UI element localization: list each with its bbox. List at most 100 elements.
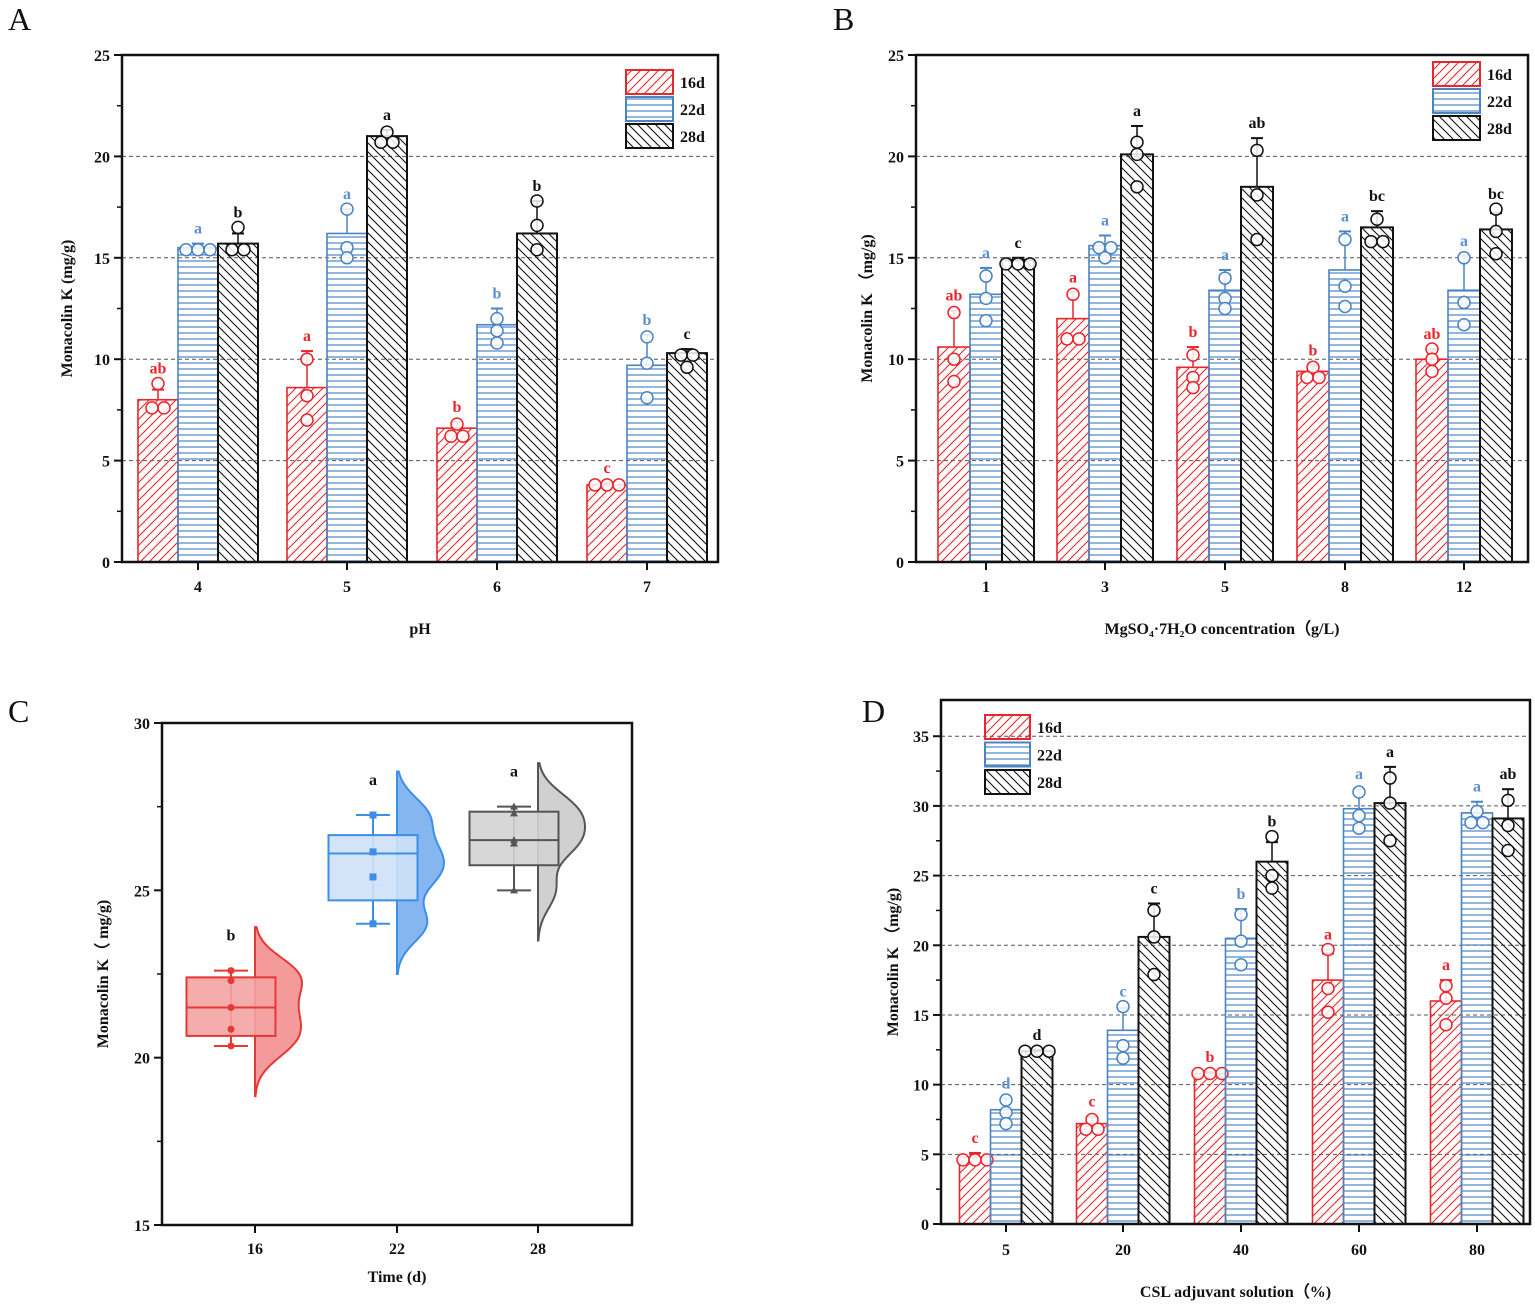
- significance-letter: b: [533, 178, 542, 195]
- bar: [1208, 289, 1242, 563]
- legend-swatch: [625, 69, 674, 95]
- data-point: [674, 348, 688, 362]
- significance-letter: ab: [1424, 326, 1441, 343]
- data-point: [1439, 991, 1453, 1005]
- data-point: [999, 1105, 1013, 1120]
- data-point: [1352, 808, 1366, 823]
- bar: [1342, 807, 1376, 1225]
- significance-letter: a: [1069, 269, 1077, 286]
- data-point: [227, 977, 235, 985]
- bar: [1447, 289, 1481, 563]
- data-point: [225, 242, 239, 257]
- data-point: [979, 291, 993, 306]
- data-point: [1338, 279, 1352, 293]
- significance-letter: ab: [1249, 115, 1266, 132]
- legend-swatch: [984, 769, 1031, 795]
- data-point: [157, 401, 171, 415]
- data-point: [227, 1003, 235, 1011]
- x-axis-title: pH: [409, 621, 431, 638]
- data-point: [640, 356, 654, 371]
- plot-frame: [939, 698, 1532, 1226]
- bar: [436, 427, 478, 563]
- bar: [177, 246, 219, 563]
- significance-letter: a: [510, 764, 518, 781]
- significance-letter: b: [227, 928, 236, 945]
- y-tick-label: 10: [913, 1078, 929, 1095]
- data-point: [340, 251, 354, 265]
- data-point: [1116, 999, 1130, 1014]
- bar: [1415, 358, 1449, 563]
- legend-label: 16d: [1487, 67, 1512, 84]
- legend-label: 16d: [680, 75, 705, 92]
- data-point: [1060, 332, 1074, 346]
- data-point: [369, 920, 377, 928]
- data-point: [1098, 251, 1112, 265]
- data-point: [947, 352, 961, 366]
- series-22d: d c b a a 22d: [984, 741, 1494, 1225]
- data-point: [1321, 1005, 1335, 1019]
- data-point: [1250, 188, 1264, 202]
- data-point: [1085, 1112, 1099, 1127]
- significance-letter: a: [982, 245, 990, 262]
- data-point: [640, 390, 654, 405]
- significance-letter: a: [1442, 957, 1450, 974]
- data-point: [1501, 818, 1515, 833]
- legend-swatch: [1432, 61, 1481, 87]
- y-tick-label: 5: [102, 454, 110, 471]
- panel-c: C 15 20 25 30 16 22 28 Time (d) Monacolin K（ mg/g…: [8, 693, 634, 1286]
- data-point: [380, 125, 394, 139]
- y-tick-label: 0: [896, 555, 904, 572]
- data-point: [1457, 251, 1471, 265]
- data-point: [1265, 829, 1279, 844]
- x-tick-label: 12: [1456, 579, 1472, 596]
- data-point: [612, 478, 626, 492]
- significance-letter: a: [1133, 103, 1141, 120]
- data-point: [490, 311, 504, 326]
- data-point: [1376, 234, 1390, 249]
- y-tick-label: 25: [134, 883, 150, 900]
- data-point: [510, 802, 518, 810]
- data-point: [1338, 232, 1352, 247]
- significance-letter: c: [1014, 235, 1021, 252]
- data-point: [227, 1042, 235, 1050]
- significance-letter: a: [1473, 779, 1481, 796]
- bar: [1056, 317, 1090, 563]
- data-point: [1147, 967, 1161, 982]
- data-point: [340, 202, 354, 216]
- plot-frame: [160, 721, 634, 1227]
- y-tick-label: 30: [913, 799, 929, 816]
- bar: [1176, 366, 1210, 563]
- significance-letter: b: [234, 204, 243, 221]
- legend-label: 22d: [1037, 748, 1062, 765]
- data-point: [237, 242, 251, 257]
- x-tick-label: 28: [530, 1241, 546, 1258]
- box-group-28: a: [468, 762, 587, 942]
- data-point: [386, 135, 400, 149]
- data-point: [374, 135, 388, 149]
- legend-swatch: [984, 714, 1031, 740]
- data-point: [1425, 352, 1439, 366]
- data-point: [1130, 180, 1144, 194]
- data-point: [947, 305, 961, 320]
- data-point: [1130, 147, 1144, 162]
- y-tick-label: 15: [94, 251, 110, 268]
- violin: [254, 926, 304, 1098]
- significance-letter: c: [971, 1130, 978, 1147]
- data-point: [510, 886, 518, 894]
- y-axis-title: Monacolin K（ mg/g): [94, 900, 112, 1048]
- data-point: [1439, 978, 1453, 993]
- data-point: [1147, 903, 1161, 918]
- data-point: [1476, 815, 1490, 830]
- data-point: [979, 269, 993, 283]
- significance-letter: a: [1221, 247, 1229, 264]
- legend-label: 22d: [680, 102, 705, 119]
- bar: [1088, 244, 1122, 563]
- series-16d: c c b a a 16d: [956, 714, 1463, 1225]
- plot-frame: [914, 53, 1530, 564]
- bar: [1373, 802, 1407, 1226]
- plot-frame: [120, 53, 720, 564]
- data-point: [600, 478, 614, 492]
- data-point: [1352, 821, 1366, 835]
- x-tick-label: 8: [1341, 579, 1349, 596]
- panel-label: D: [862, 693, 885, 729]
